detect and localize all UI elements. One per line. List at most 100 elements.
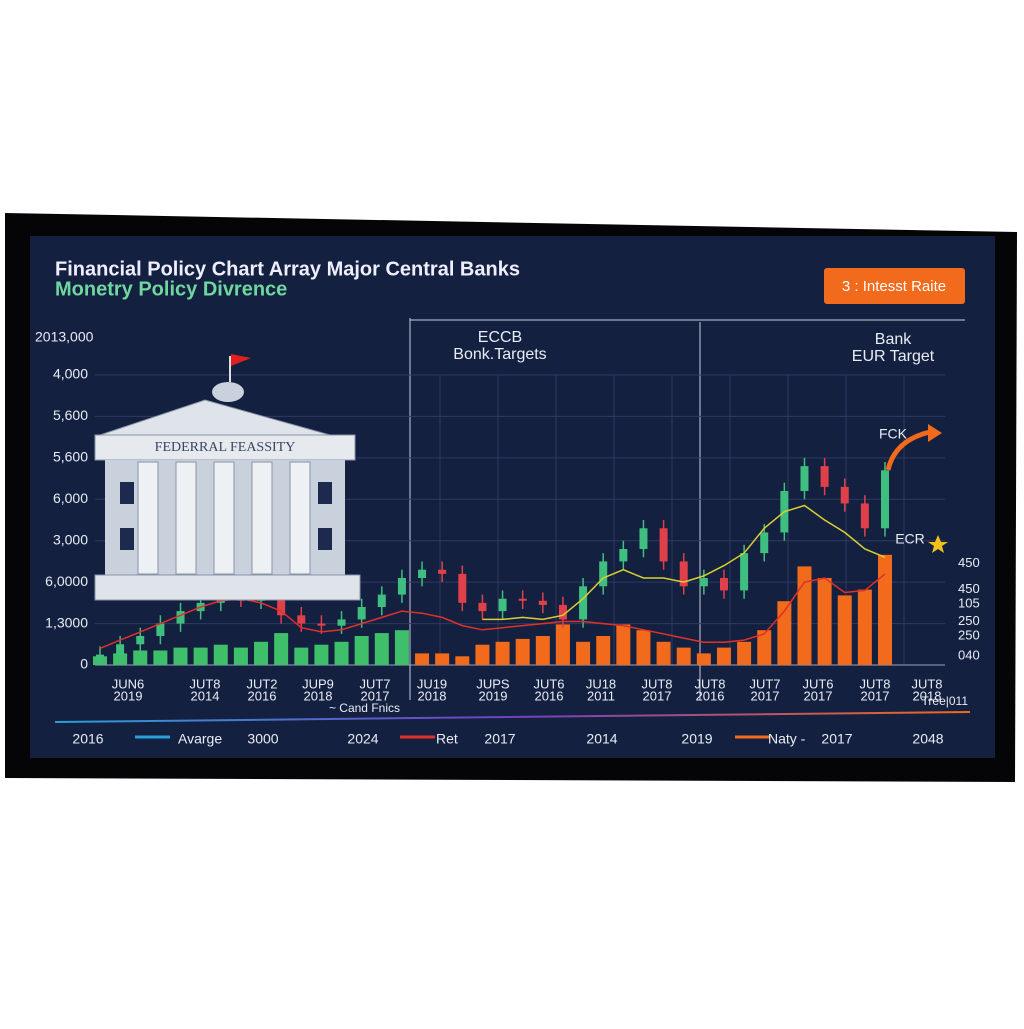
bar	[193, 647, 208, 665]
legend-label: Avarge	[178, 731, 222, 747]
x-tick-label: JU19	[417, 676, 447, 691]
annotation: ~ Cand Fnics	[329, 701, 400, 715]
badge-text: 3 : Intesst Raite	[842, 278, 946, 295]
bar	[334, 641, 349, 665]
bar	[294, 647, 309, 665]
x-tick-label: 2017	[643, 688, 672, 703]
candle-body	[297, 615, 306, 624]
bar	[254, 641, 269, 665]
candle-body	[599, 561, 608, 587]
candle-body	[357, 607, 366, 620]
bar	[696, 653, 711, 665]
footer-text: 2019	[681, 731, 712, 747]
bar	[837, 595, 852, 665]
x-tick-label: JUN6	[112, 676, 145, 691]
bar	[616, 624, 631, 665]
y2-tick-label: 450	[958, 555, 980, 570]
x-tick-label: 2014	[191, 688, 220, 703]
footer-text: 2017	[484, 731, 515, 747]
x-tick-label: JUPS	[476, 676, 510, 691]
x-tick-label: JUT8	[859, 676, 890, 691]
candle-body	[498, 598, 507, 612]
bar	[233, 647, 248, 665]
legend-label: Ret	[436, 731, 458, 747]
annotation: Tree|011	[922, 694, 969, 708]
panel-label: Bonk.Targets	[453, 346, 546, 363]
bar	[153, 650, 168, 665]
footer-text: 2016	[72, 731, 103, 747]
x-tick-label: 2017	[751, 688, 780, 703]
x-tick-label: 2016	[696, 688, 725, 703]
bar	[857, 589, 872, 665]
x-tick-label: 2018	[304, 688, 333, 703]
candle-body	[478, 602, 487, 612]
candle-body	[438, 569, 447, 574]
candle-body	[619, 549, 628, 562]
bar	[394, 630, 409, 665]
x-tick-label: JUT8	[189, 676, 220, 691]
y2-tick-label: 450	[958, 581, 980, 596]
x-tick-label: 2019	[114, 688, 143, 703]
panel-label: EUR Target	[852, 348, 935, 365]
bar	[636, 630, 651, 665]
candle-body	[800, 466, 809, 491]
x-tick-label: JUT6	[533, 676, 564, 691]
panel-label: ECCB	[478, 329, 522, 346]
title: Financial Policy Chart Array Major Centr…	[55, 258, 520, 280]
bar	[475, 644, 490, 665]
bar	[515, 638, 530, 665]
arrow	[885, 429, 931, 471]
bar	[716, 647, 731, 665]
footer-text: 3000	[247, 731, 278, 747]
candle-body	[337, 619, 346, 626]
x-tick-label: 2016	[535, 688, 564, 703]
bar	[455, 656, 470, 665]
candle-body	[760, 532, 769, 554]
panel-label: Bank	[875, 331, 912, 348]
y-tick-label: 1,3000	[45, 614, 88, 630]
x-tick-label: 2017	[861, 688, 890, 703]
bar	[495, 641, 510, 665]
candle-body	[740, 553, 749, 591]
annotation: ECR	[895, 531, 925, 547]
line	[482, 504, 886, 621]
y-tick-label: 3,000	[53, 531, 88, 547]
y-tick-label: 6,0000	[45, 573, 88, 589]
candle-body	[317, 623, 326, 626]
bar	[576, 641, 591, 665]
x-tick-label: JUP9	[302, 676, 334, 691]
bar	[777, 601, 792, 665]
candle-body	[881, 470, 889, 529]
legend-label: Naty -	[768, 731, 806, 747]
bar	[133, 650, 148, 665]
star	[928, 535, 948, 553]
bar	[676, 647, 691, 665]
candle-body	[699, 578, 708, 587]
candle-body	[458, 573, 467, 603]
bar	[314, 644, 329, 665]
x-tick-label: JUT6	[802, 676, 833, 691]
candle-body	[136, 636, 145, 645]
candle-body	[659, 528, 668, 562]
bar	[173, 647, 188, 665]
candle-body	[840, 486, 849, 504]
building	[94, 354, 361, 601]
candle-body	[418, 569, 427, 578]
y2-tick-label: 250	[958, 627, 980, 642]
arrow-head	[928, 424, 942, 442]
candle-body	[96, 654, 104, 659]
candle-body	[820, 466, 829, 487]
subtitle: Monetry Policy Divrence	[55, 278, 287, 300]
y-tick-label: 5,600	[53, 407, 88, 423]
y2-tick-label: 105	[958, 596, 980, 611]
x-tick-label: 2018	[418, 688, 447, 703]
bar	[415, 653, 430, 665]
bar	[596, 636, 611, 665]
candle-body	[176, 611, 185, 624]
bar	[656, 641, 671, 665]
x-tick-label: JUT8	[911, 676, 942, 691]
x-tick-label: JUT8	[694, 676, 725, 691]
y-axis-label: 2013,000	[35, 329, 94, 345]
candle-body	[277, 596, 286, 616]
